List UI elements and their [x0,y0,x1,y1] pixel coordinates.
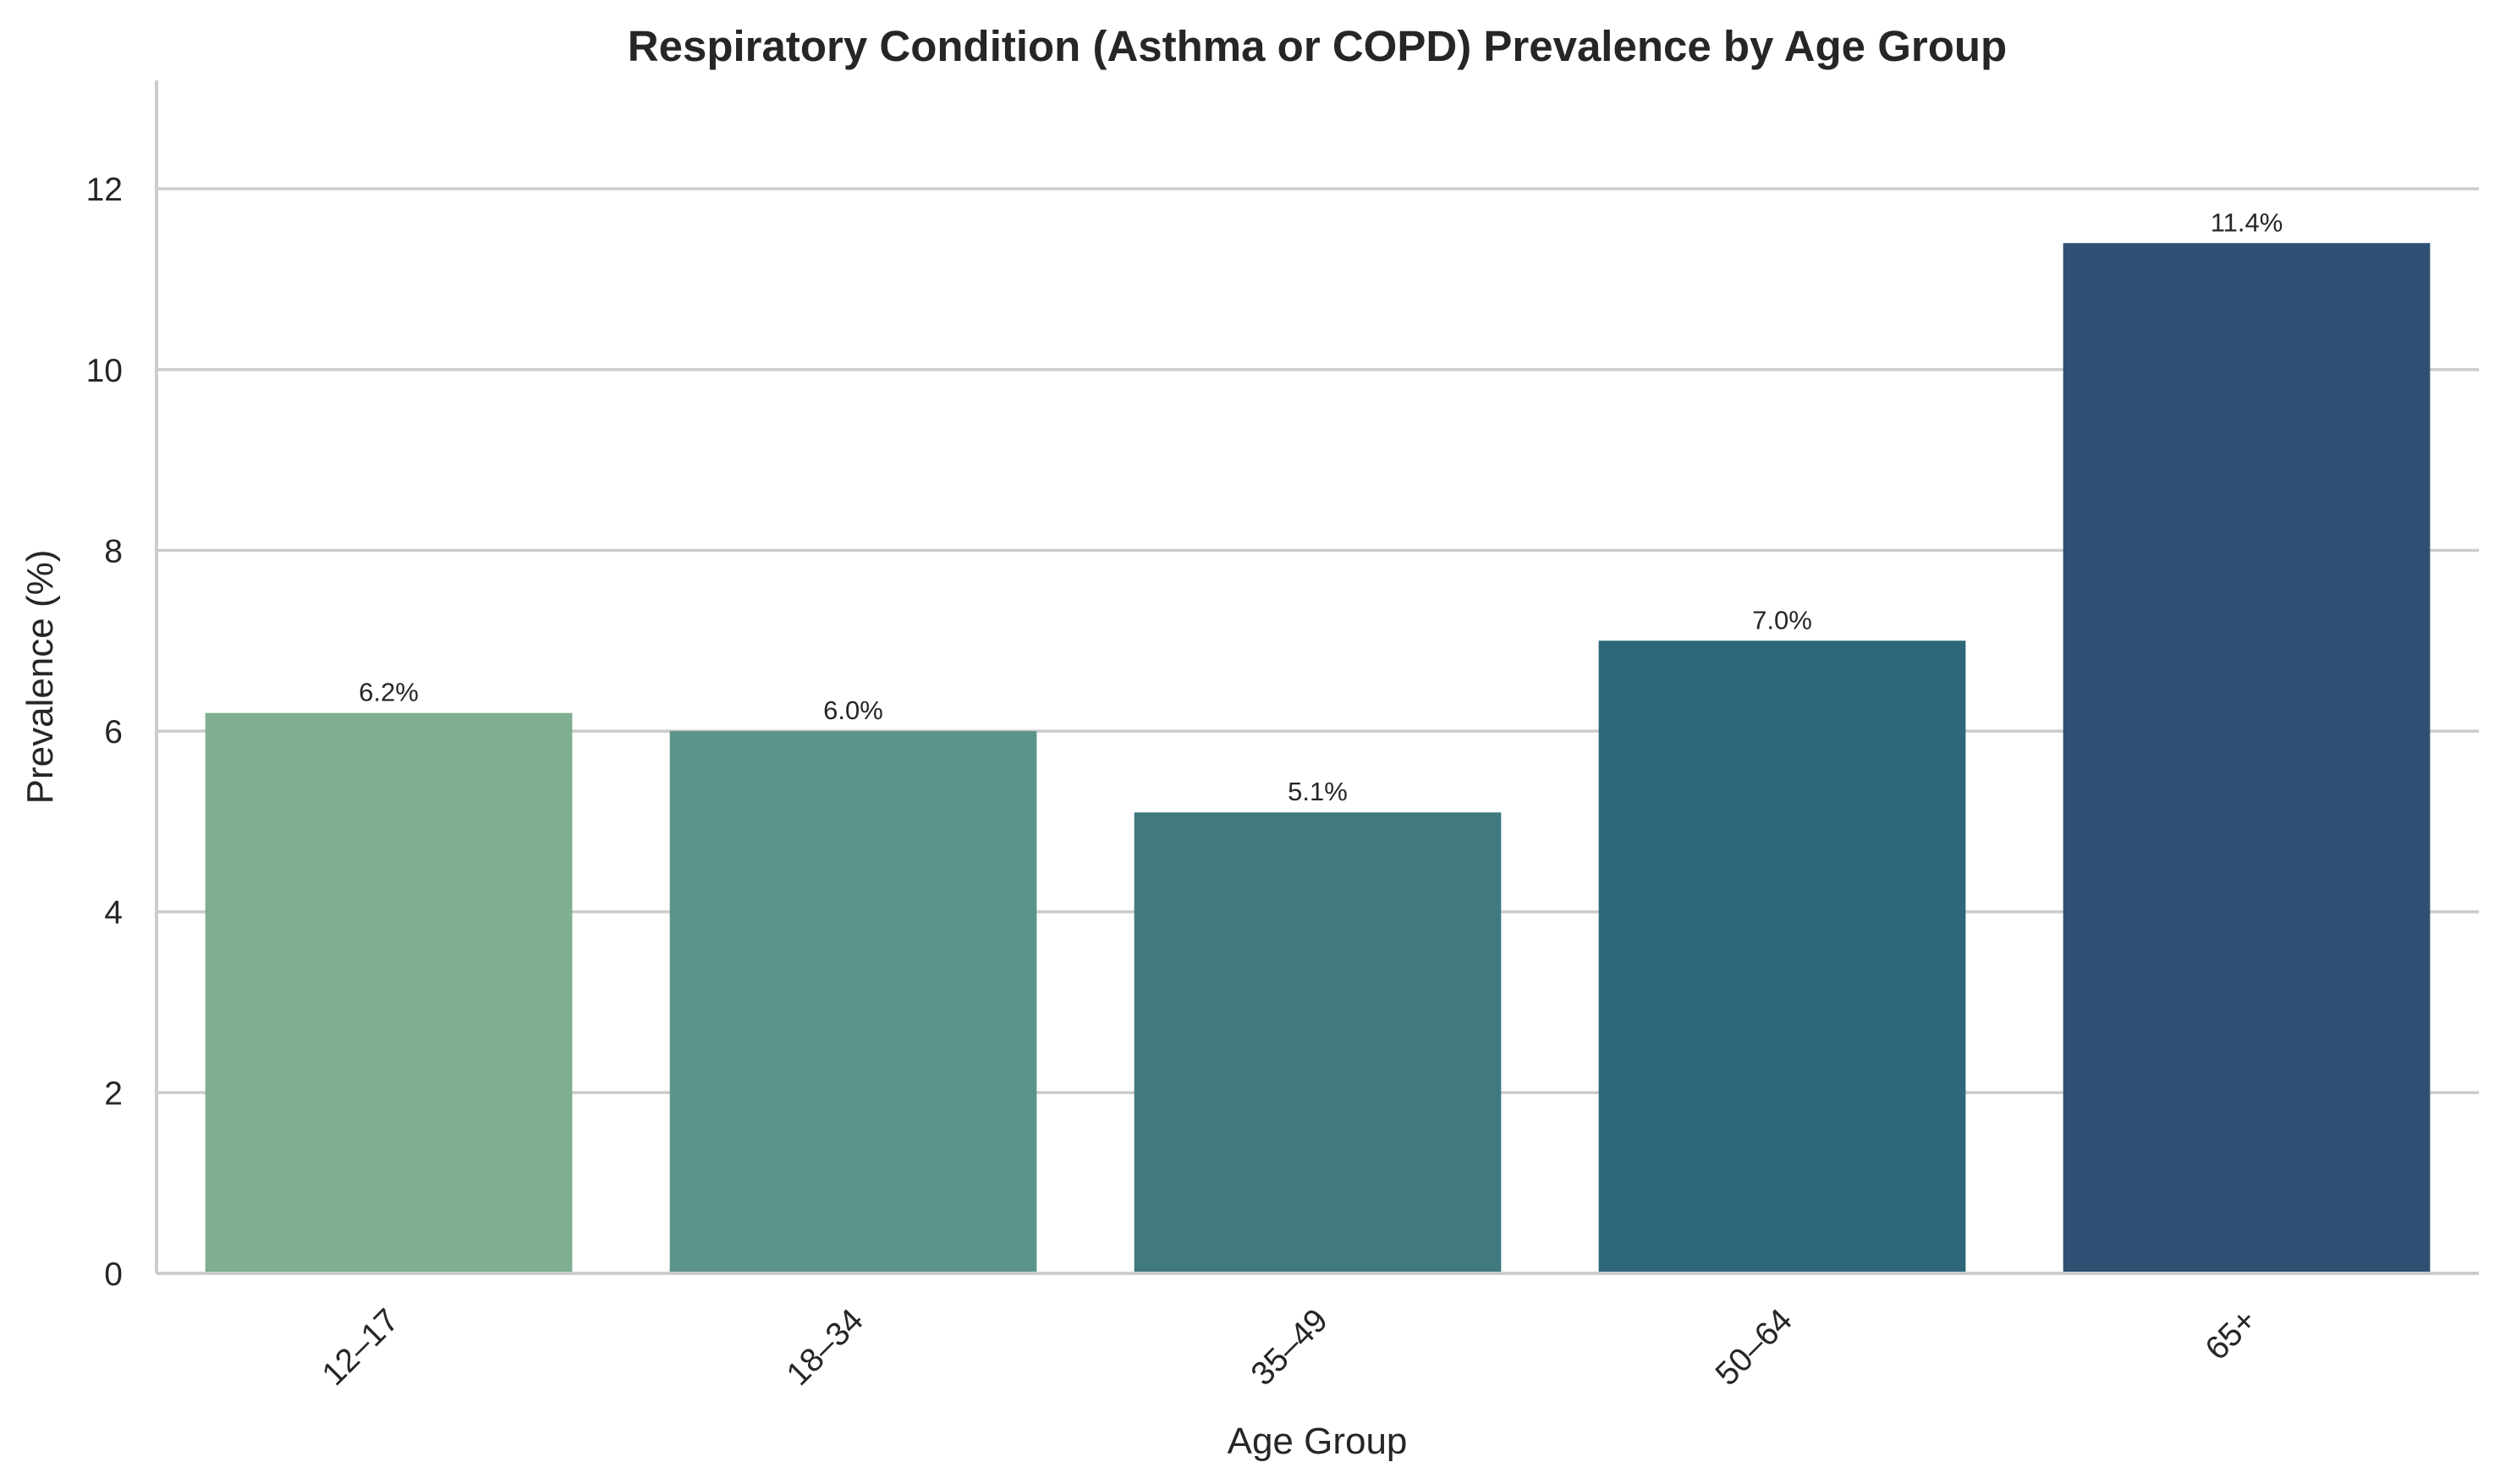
x-tick-label-2: 35–49 [1245,1302,1335,1393]
y-tick-labels: 0 2 4 6 8 10 12 [86,172,123,1293]
data-label-1: 6.0% [823,695,883,725]
data-label-4: 11.4% [2211,207,2283,237]
x-tick-label-3: 50–64 [1709,1302,1799,1393]
x-axis-label: Age Group [1228,1421,1408,1462]
y-tick-label: 12 [86,172,123,208]
y-tick-label: 10 [86,353,123,389]
bar-4 [2063,243,2431,1274]
y-tick-label: 8 [104,533,123,569]
x-tick-label-0: 12–17 [316,1302,406,1393]
y-tick-label: 6 [104,714,123,750]
data-labels: 6.2% 6.0% 5.1% 7.0% 11.4% [359,207,2283,806]
bar-0 [205,712,573,1273]
y-tick-label: 4 [104,895,123,932]
chart-title: Respiratory Condition (Asthma or COPD) P… [628,22,2007,70]
data-label-2: 5.1% [1288,777,1348,806]
y-tick-label: 2 [104,1075,123,1112]
bars [205,243,2431,1274]
x-tick-label-4: 65+ [2199,1302,2264,1367]
y-axis-label: Prevalence (%) [19,550,61,805]
data-label-0: 6.2% [359,678,419,707]
axes-spines [155,80,2479,1275]
bar-1 [669,731,1037,1273]
data-label-3: 7.0% [1752,605,1812,635]
bar-2 [1134,812,1502,1273]
bar-3 [1598,640,1966,1273]
y-tick-label: 0 [104,1256,123,1293]
x-tick-label-1: 18–34 [780,1302,871,1393]
x-tick-labels: 12–17 18–34 35–49 50–64 65+ [316,1302,2264,1393]
